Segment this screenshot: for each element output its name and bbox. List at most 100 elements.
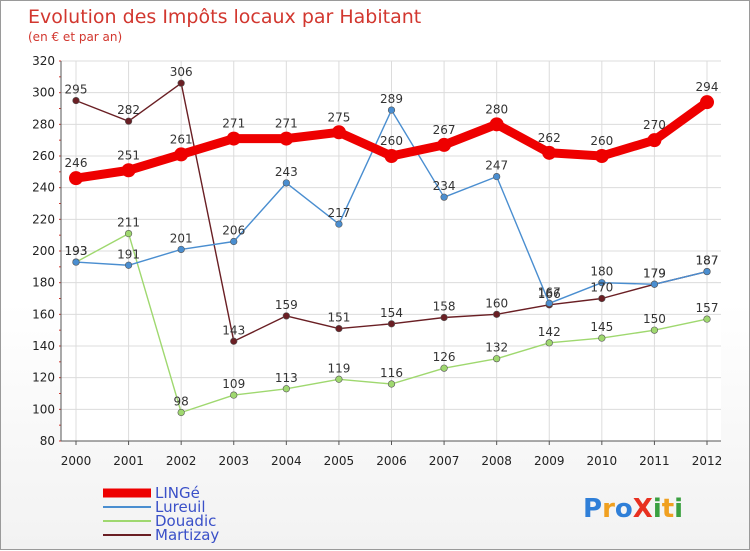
data-label: 260 [590,134,613,148]
data-label: 167 [538,285,561,299]
data-label: 113 [275,371,298,385]
data-point [124,229,133,238]
data-point [387,320,396,328]
data-label: 217 [327,206,350,220]
data-label: 150 [643,312,666,326]
x-tick-label: 2010 [587,454,618,468]
data-label: 206 [222,224,245,238]
data-label: 201 [170,231,193,245]
data-point [545,299,553,307]
y-tick-label: 320 [32,54,55,68]
data-point [335,324,343,333]
data-label: 271 [222,117,245,131]
data-labels: 295 282 306 143 159 151 154 158 160 166 170 179 187 1… [65,65,719,408]
data-point [650,280,659,288]
chart-title: Evolution des Impôts locaux par Habitant [28,6,421,28]
y-tick-label: 80 [40,434,55,448]
data-point [594,149,609,163]
data-label: 151 [327,311,350,325]
data-label: 187 [696,254,719,268]
x-tick-label: 2002 [166,454,197,468]
y-tick-label: 220 [32,212,55,226]
y-tick-label: 180 [32,276,55,290]
data-label: 295 [65,83,88,97]
data-point [177,79,185,87]
data-point [384,149,399,163]
data-label: 243 [275,165,298,179]
data-point [440,193,448,201]
data-label: 132 [485,341,508,355]
y-tick-label: 300 [32,86,55,100]
data-label: 179 [643,266,666,280]
legend-label: LINGé [155,484,200,502]
data-label: 116 [380,366,403,380]
data-point [177,408,185,417]
data-point [493,172,501,181]
data-label: 271 [275,117,298,131]
data-point [647,133,662,148]
data-label: 246 [65,156,88,170]
data-point [335,220,343,228]
data-label: 180 [590,265,613,279]
data-label: 98 [174,395,189,409]
data-point [69,171,83,186]
data-label: 193 [65,244,88,258]
data-label: 306 [170,65,193,79]
data-point [598,279,606,287]
data-point [174,147,189,162]
x-tick-label: 2011 [639,454,670,468]
axes: 80 100 120 140 160 180 200 220 240 260 280 300 320 20… [32,54,722,468]
proxiti-logo: ProXiti [583,494,683,524]
data-label: 143 [222,323,245,337]
data-label: 280 [485,102,508,116]
data-label: 109 [222,377,245,391]
data-label: 234 [433,179,456,193]
data-label: 126 [433,350,456,364]
data-point [226,131,241,146]
data-label: 119 [327,361,350,375]
data-point [650,326,659,334]
data-point [177,245,185,254]
x-tick-label: 2008 [481,454,512,468]
data-label: 289 [380,92,403,106]
y-tick-label: 140 [32,339,55,353]
data-point [230,237,238,246]
data-label: 158 [433,300,456,314]
data-label: 260 [380,134,403,148]
data-point [493,310,501,318]
data-label: 261 [170,132,193,146]
data-label: 282 [117,103,140,117]
data-point [598,334,606,342]
data-label: 262 [538,131,561,145]
data-label: 294 [696,80,719,94]
series-layer [69,79,714,417]
data-label: 160 [485,296,508,310]
data-label: 166 [538,287,561,301]
data-point [440,364,448,372]
data-label: 267 [433,123,456,137]
chart-subtitle: (en € et par an) [28,30,122,44]
data-label: 270 [643,118,666,132]
data-point [493,355,501,363]
legend-label: Douadic [155,512,216,530]
data-point [703,315,711,323]
data-label: 159 [275,298,298,312]
data-point [440,313,448,322]
x-tick-label: 2000 [61,454,92,468]
data-point [282,385,290,393]
data-point [331,125,346,140]
data-point [542,145,557,160]
data-point [282,179,290,187]
logo-text: ProXiti [583,494,683,524]
data-point [489,117,504,132]
x-tick-label: 2001 [113,454,144,468]
data-label: 142 [538,325,561,339]
x-tick-label: 2006 [376,454,407,468]
data-point [279,131,294,146]
legend-label: Martizay [155,526,219,544]
y-tick-label: 160 [32,307,55,321]
data-label: 191 [117,247,140,261]
data-point [124,261,133,269]
